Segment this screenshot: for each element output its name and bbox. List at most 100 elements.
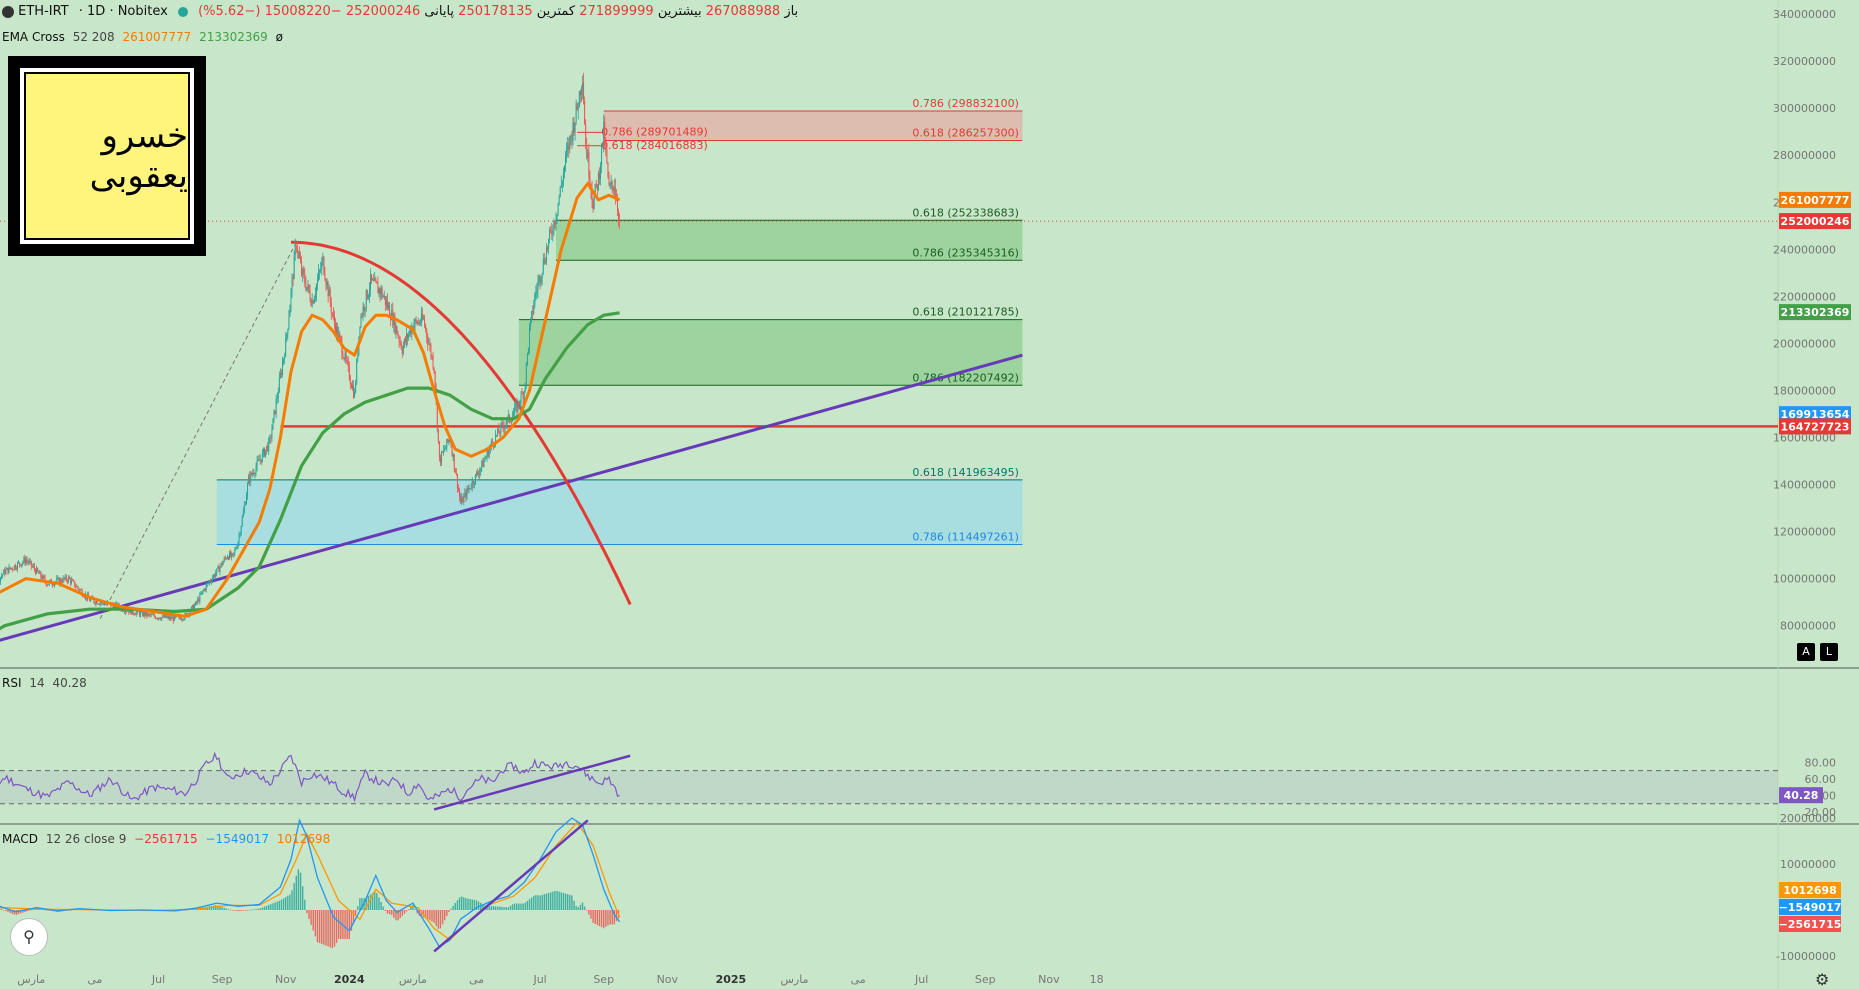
macd-histogram-bar xyxy=(471,899,473,910)
price-candle xyxy=(189,611,191,615)
price-candle xyxy=(249,476,251,482)
macd-histogram-bar xyxy=(378,897,380,910)
price-candle xyxy=(432,356,434,368)
price-candle xyxy=(293,254,295,280)
price-candle xyxy=(401,348,403,354)
price-candle xyxy=(78,588,80,591)
price-candle xyxy=(169,616,171,619)
price-candle xyxy=(591,189,593,201)
price-candle xyxy=(267,445,269,451)
price-candle xyxy=(313,297,315,304)
price-candle xyxy=(308,284,310,292)
rsi-params: 14 xyxy=(29,676,45,690)
macd-histogram-bar xyxy=(329,910,331,948)
price-candle xyxy=(42,575,44,580)
interval-label[interactable]: · 1D · Nobitex xyxy=(78,4,168,19)
price-candle xyxy=(3,569,5,575)
price-candle xyxy=(379,288,381,295)
close-label: پایانی xyxy=(424,4,455,19)
price-candle xyxy=(616,200,618,212)
rsi-legend[interactable]: RSI 14 40.28 xyxy=(2,676,87,690)
macd-histogram-bar xyxy=(511,904,514,910)
price-candle xyxy=(165,615,167,618)
price-candle xyxy=(64,576,66,579)
auto-scale-button[interactable]: A xyxy=(1797,643,1815,661)
price-candle xyxy=(354,391,356,398)
price-candle xyxy=(58,577,60,584)
price-candle xyxy=(389,305,391,317)
macd-histogram-bar xyxy=(416,910,418,914)
price-candle xyxy=(574,122,576,133)
price-candle xyxy=(205,584,207,591)
price-candle xyxy=(584,101,586,125)
price-candle xyxy=(337,326,339,338)
price-candle xyxy=(310,300,312,306)
fib-level-label: 0.786 (114497261) xyxy=(912,531,1019,544)
macd-histogram-bar xyxy=(397,910,399,921)
macd-histogram-bar xyxy=(494,906,497,910)
price-tick-label: 220000000 xyxy=(1773,290,1836,303)
macd-histogram-bar xyxy=(518,903,520,910)
price-candle xyxy=(382,296,384,298)
price-candle xyxy=(10,568,12,569)
price-candle xyxy=(288,316,290,329)
ema-legend[interactable]: EMA Cross 52 208 261007777 213302369 ø xyxy=(2,30,283,44)
price-candle xyxy=(329,289,331,303)
price-candle xyxy=(62,577,64,583)
price-candle xyxy=(98,603,100,605)
price-candle xyxy=(425,325,427,329)
macd-histogram-bar xyxy=(371,892,374,910)
price-candle xyxy=(254,473,256,475)
price-candle xyxy=(0,577,2,582)
settings-icon[interactable]: ⚙ xyxy=(1815,970,1830,989)
macd-histogram-bar xyxy=(217,905,219,910)
price-candle xyxy=(393,315,395,326)
macd-histogram-bar xyxy=(533,895,535,910)
price-candle xyxy=(459,490,461,497)
time-tick-label: 2024 xyxy=(334,973,365,986)
price-candle xyxy=(514,406,516,414)
price-candle xyxy=(128,610,130,613)
price-candle xyxy=(90,599,92,602)
macd-histogram-bar xyxy=(562,892,565,910)
price-candle xyxy=(484,458,486,461)
price-candle xyxy=(202,590,204,592)
price-candle xyxy=(560,184,562,187)
log-scale-button[interactable]: L xyxy=(1820,643,1838,661)
price-candle xyxy=(330,302,332,313)
time-tick-label: Nov xyxy=(657,973,679,986)
bike-icon[interactable]: ⚲ xyxy=(10,918,48,956)
price-candle xyxy=(231,553,233,557)
price-candle xyxy=(487,450,489,457)
macd-histogram-bar xyxy=(24,910,26,912)
price-candle xyxy=(68,576,70,579)
price-candle xyxy=(437,428,439,442)
price-tick-label: 80000000 xyxy=(1780,620,1836,633)
price-candle xyxy=(504,425,506,429)
macd-histogram-bar xyxy=(285,897,287,910)
price-candle xyxy=(474,474,476,484)
macd-histogram-bar xyxy=(581,902,584,910)
price-candle xyxy=(403,339,405,346)
macd-legend[interactable]: MACD 12 26 close 9 −2561715 −1549017 101… xyxy=(2,832,330,846)
symbol-name[interactable]: ETH-IRT xyxy=(18,4,69,19)
price-candle xyxy=(153,614,155,617)
price-candle xyxy=(601,143,603,166)
macd-histogram-bar xyxy=(537,895,539,910)
price-candle xyxy=(527,347,529,354)
price-candle xyxy=(525,363,527,384)
rsi-trendline xyxy=(433,754,631,811)
macd-histogram-bar xyxy=(486,906,488,910)
price-candle xyxy=(394,315,396,333)
macd-histogram-bar xyxy=(609,910,611,925)
price-candle xyxy=(311,300,313,306)
price-candle xyxy=(159,617,161,619)
price-candle xyxy=(99,602,101,605)
price-candle xyxy=(94,602,96,604)
price-candle xyxy=(142,610,144,616)
price-candle xyxy=(404,339,406,342)
price-candle xyxy=(314,294,316,298)
ema-extra: ø xyxy=(275,30,283,44)
price-candle xyxy=(603,121,605,146)
